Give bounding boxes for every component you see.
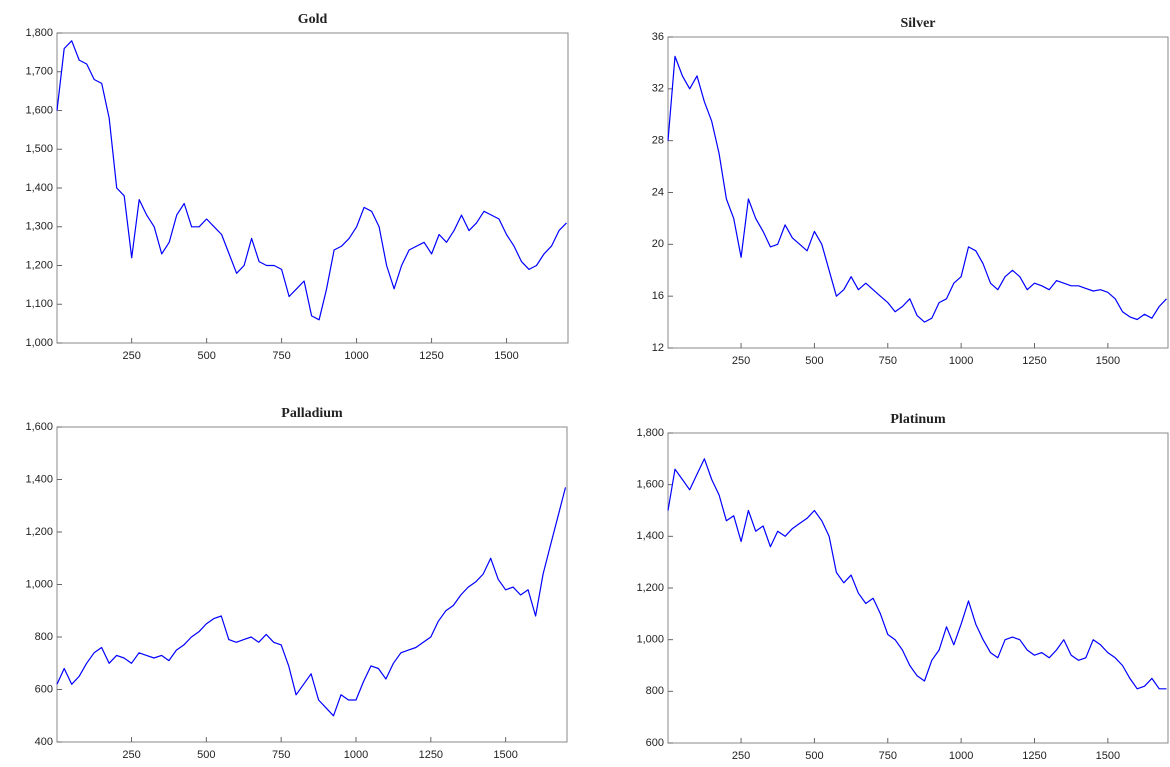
x-tick-label: 250 [732,355,750,367]
plot-frame [56,32,569,344]
y-tick-label: 1,500 [25,143,53,155]
y-tick-label: 24 [652,186,664,198]
y-tick-label: 800 [646,685,664,697]
y-tick-label: 1,600 [25,421,53,433]
y-tick-label: 36 [652,31,664,43]
x-tick-label: 750 [879,355,897,367]
x-tick-label: 1250 [1022,355,1046,367]
chart-title: Palladium [281,406,343,421]
price-line [667,458,1167,690]
price-line [56,40,567,321]
y-tick-label: 1,200 [636,582,664,594]
x-tick-label: 1000 [949,750,973,762]
chart-title: Platinum [890,412,946,427]
x-tick-label: 250 [122,350,140,362]
x-tick-label: 500 [805,355,823,367]
price-line [56,487,567,717]
x-tick-label: 1500 [1096,355,1120,367]
x-tick-label: 1500 [1096,750,1120,762]
plot-frame [667,432,1169,744]
y-tick-label: 600 [646,737,664,749]
y-tick-label: 1,100 [25,298,53,310]
y-tick-label: 1,000 [636,634,664,646]
x-tick-label: 1250 [1022,750,1046,762]
x-tick-label: 500 [805,750,823,762]
y-tick-label: 1,400 [25,473,53,485]
y-tick-label: 1,600 [25,104,53,116]
y-tick-label: 1,700 [25,66,53,78]
plot-frame [56,426,568,743]
plot-frame [667,36,1169,349]
x-tick-label: 750 [272,749,290,761]
x-tick-label: 1500 [493,749,517,761]
y-tick-label: 1,400 [25,182,53,194]
x-tick-label: 750 [272,350,290,362]
x-tick-label: 500 [197,350,215,362]
x-tick-label: 1500 [494,350,518,362]
y-tick-label: 1,200 [25,526,53,538]
x-tick-label: 1000 [344,749,368,761]
x-tick-label: 1000 [344,350,368,362]
x-tick-label: 750 [879,750,897,762]
y-tick-label: 800 [35,631,53,643]
y-tick-label: 32 [652,83,664,95]
y-tick-label: 1,200 [25,259,53,271]
y-tick-label: 1,800 [636,427,664,439]
x-tick-label: 500 [197,749,215,761]
chart-title: Silver [901,16,936,31]
x-tick-label: 1000 [949,355,973,367]
y-tick-label: 1,300 [25,221,53,233]
chart-title: Gold [298,12,328,27]
y-tick-label: 400 [35,736,53,748]
x-tick-label: 250 [732,750,750,762]
y-tick-label: 12 [652,342,664,354]
y-tick-label: 20 [652,238,664,250]
x-tick-label: 250 [122,749,140,761]
price-line [667,55,1167,323]
y-tick-label: 1,600 [636,479,664,491]
y-tick-label: 1,000 [25,337,53,349]
x-tick-label: 1250 [419,749,443,761]
y-tick-label: 600 [35,683,53,695]
y-tick-label: 28 [652,135,664,147]
y-tick-label: 1,000 [25,578,53,590]
y-tick-label: 16 [652,290,664,302]
x-tick-label: 1250 [419,350,443,362]
y-tick-label: 1,400 [636,530,664,542]
y-tick-label: 1,800 [25,27,53,39]
